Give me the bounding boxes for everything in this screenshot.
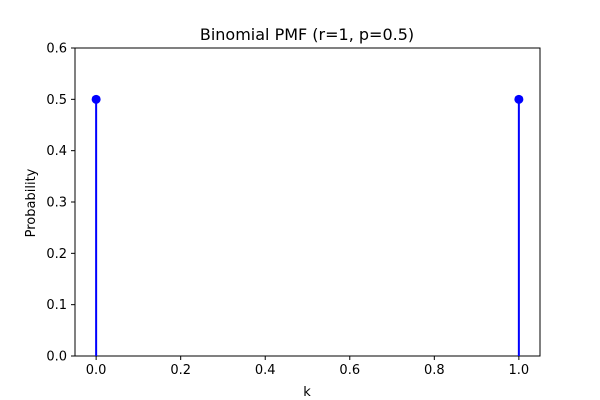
x-tick-label: 0.6 — [339, 363, 360, 378]
axes-group: 0.0 0.2 0.4 0.6 0.8 1.0 0.0 0.1 0.2 0.3 0.4 0.5 0.6 — [46, 42, 541, 378]
plot-frame — [74, 47, 541, 357]
y-axis-label: Probability — [24, 168, 39, 237]
stem-marker — [514, 94, 524, 104]
y-tick-label: 0.3 — [46, 196, 67, 211]
x-tick-label: 0.8 — [424, 363, 445, 378]
y-tick-label: 0.5 — [46, 93, 67, 108]
y-tick-label: 0.6 — [46, 42, 67, 57]
y-tick-label: 0.0 — [46, 350, 67, 365]
y-tick-label: 0.2 — [46, 247, 67, 262]
y-tick-label: 0.4 — [46, 144, 67, 159]
x-tick-label: 0.0 — [86, 363, 107, 378]
x-tick-label: 0.2 — [170, 363, 191, 378]
x-axis-label: k — [303, 385, 311, 400]
stem-marks — [91, 94, 524, 356]
chart-title: Binomial PMF (r=1, p=0.5) — [200, 25, 414, 44]
y-tick-label: 0.1 — [46, 298, 67, 313]
x-tick-label: 1.0 — [509, 363, 530, 378]
x-tick-label: 0.4 — [255, 363, 276, 378]
stem-marker — [91, 94, 101, 104]
